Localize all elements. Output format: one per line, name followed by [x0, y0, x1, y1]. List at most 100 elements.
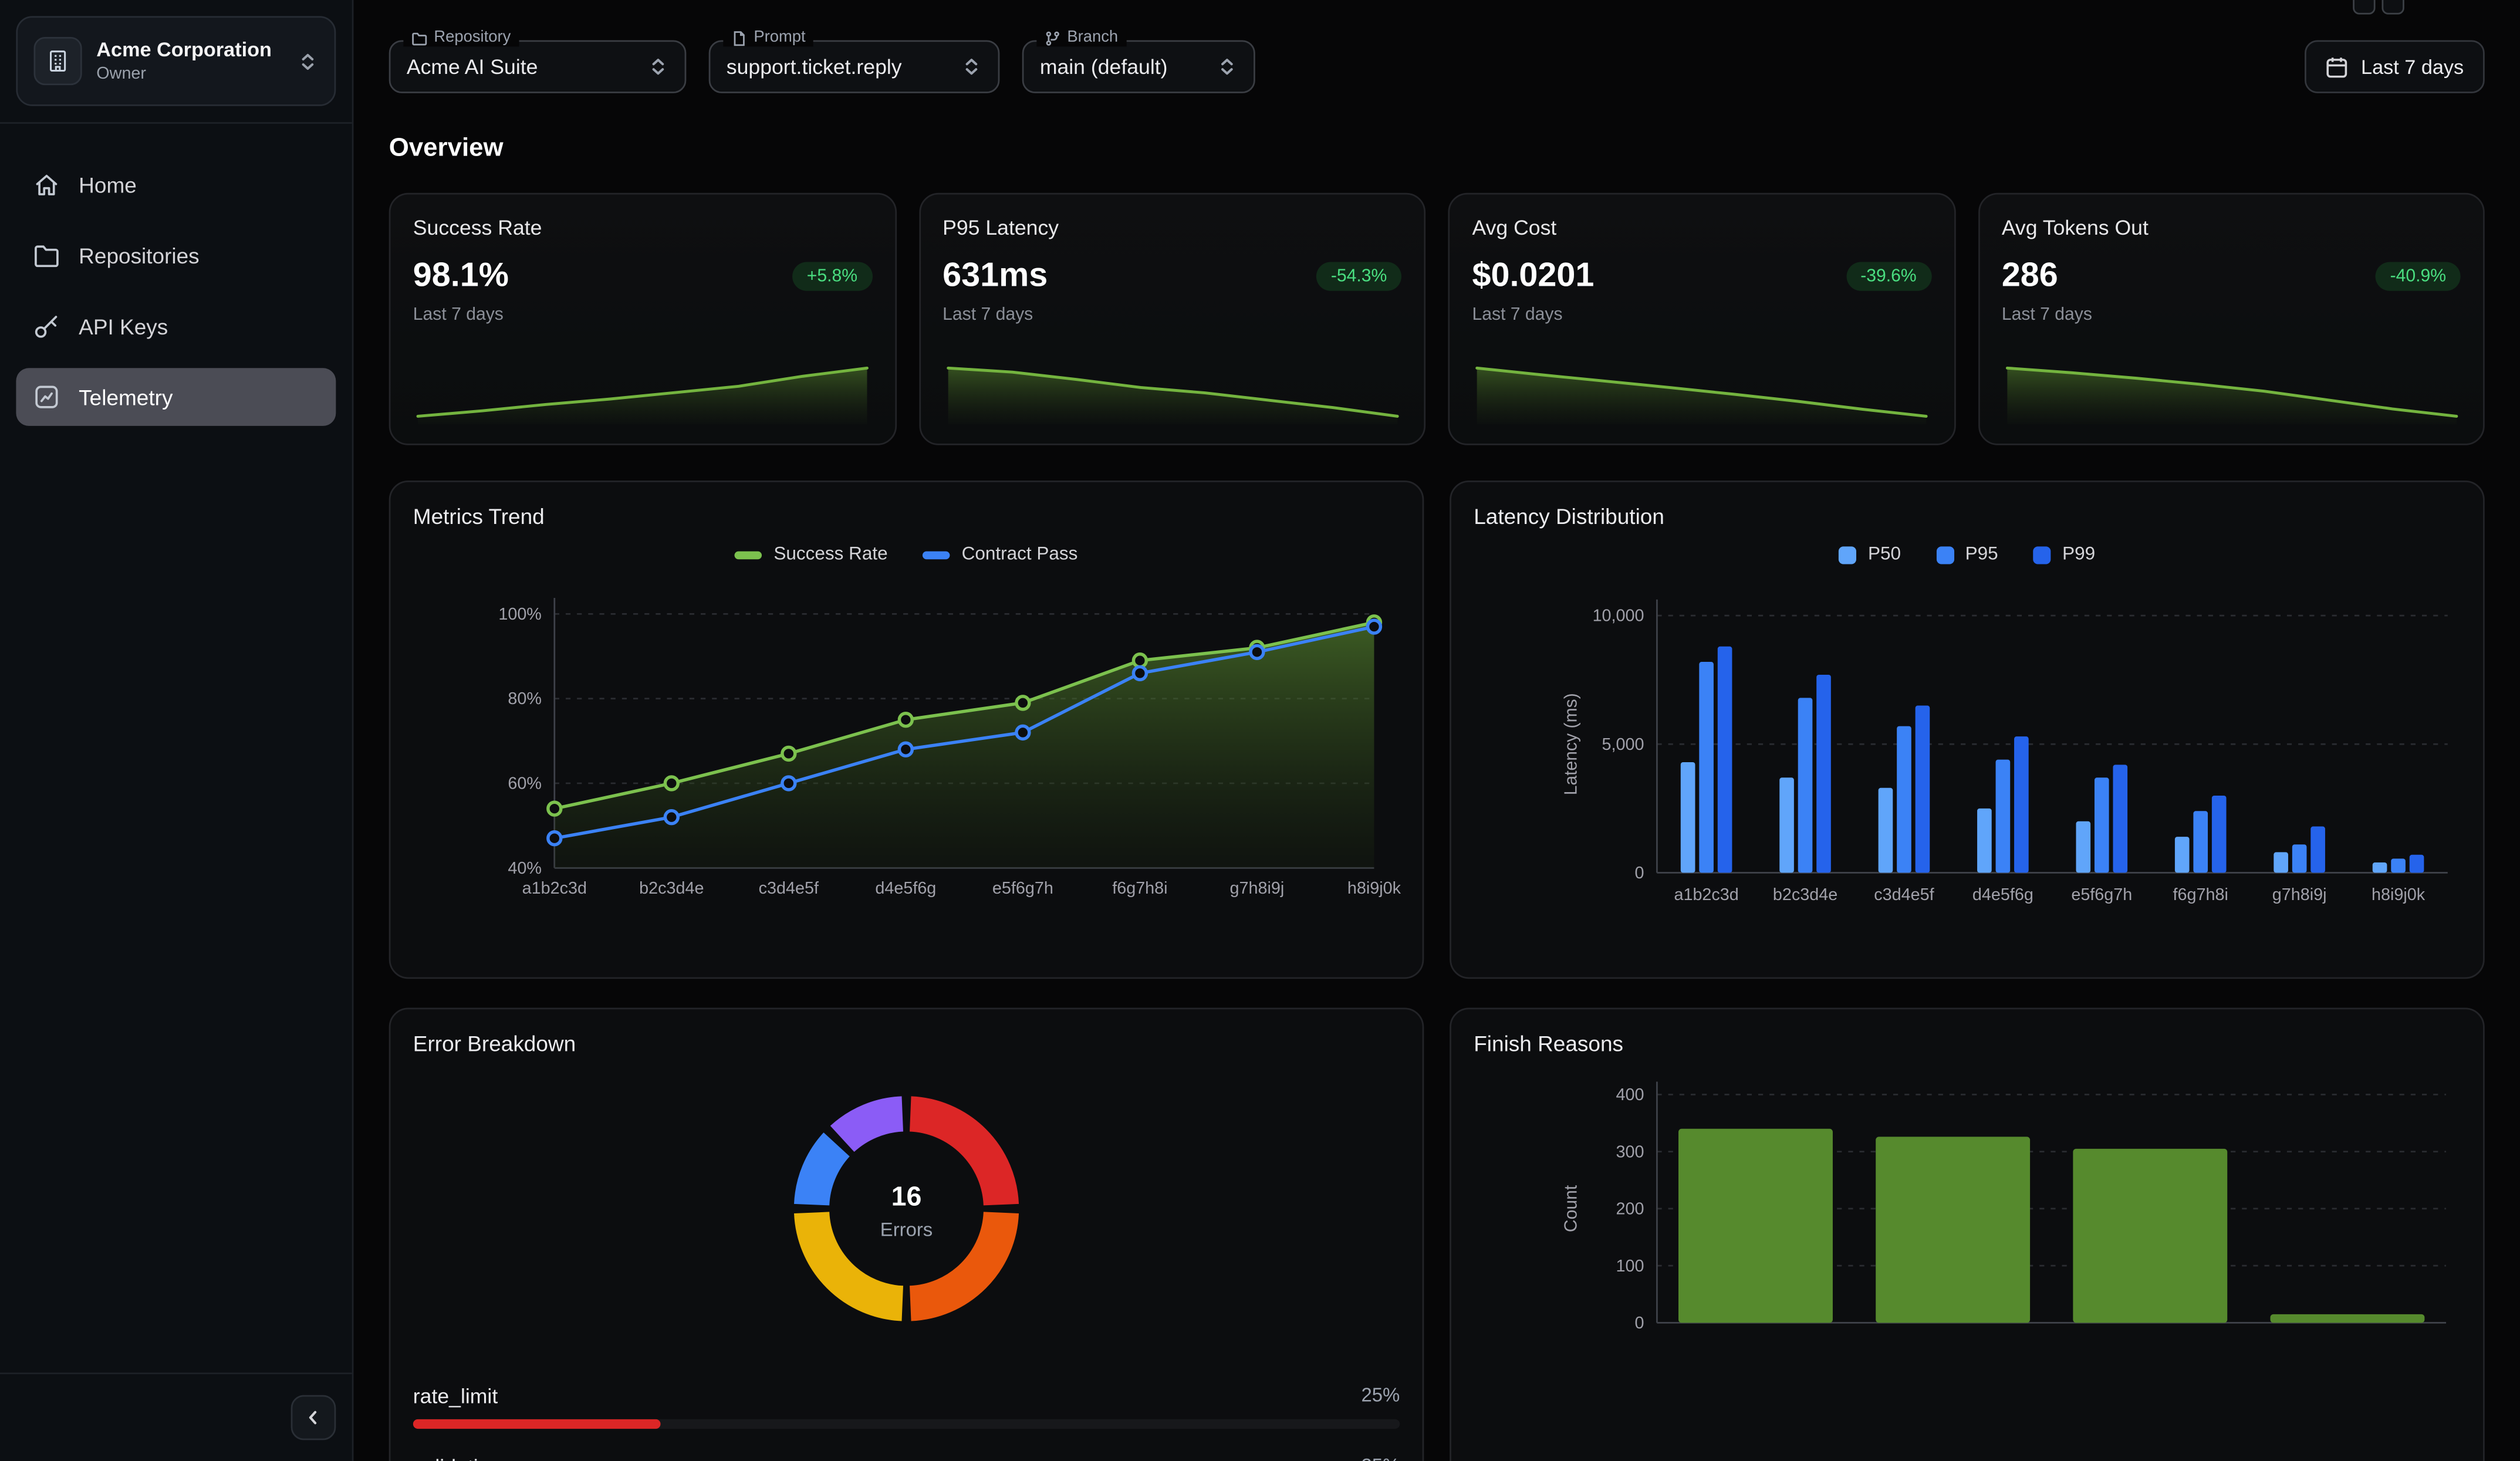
stat-value: 98.1% [413, 257, 509, 295]
filter-label-text: Repository [434, 29, 511, 47]
branch-select-value: main (default) [1039, 55, 1168, 79]
building-icon [33, 37, 82, 86]
chevron-updown-icon [965, 59, 978, 75]
chevron-updown-icon [652, 59, 664, 75]
svg-text:100%: 100% [498, 605, 542, 624]
error-label: rate_limit [413, 1384, 498, 1408]
repository-select-label: Repository [403, 29, 519, 47]
main-content: Repository Acme AI Suite Prompt support.… [353, 0, 2520, 1461]
sidebar-item-label: Repositories [79, 243, 200, 268]
svg-text:a1b2c3d: a1b2c3d [1674, 885, 1738, 904]
svg-text:f6g7h8i: f6g7h8i [2173, 885, 2228, 904]
window-control-button[interactable] [2353, 0, 2376, 15]
page-title: Overview [389, 135, 504, 163]
svg-text:0: 0 [1635, 864, 1644, 882]
stat-value: 286 [2001, 257, 2058, 295]
svg-text:d4e5f6g: d4e5f6g [875, 879, 936, 898]
svg-text:10,000: 10,000 [1593, 607, 1644, 625]
svg-text:h8i9j0k: h8i9j0k [2372, 885, 2426, 904]
stat-delta-badge: -40.9% [2375, 262, 2461, 291]
legend-swatch [1839, 545, 1857, 564]
sidebar-item-home[interactable]: Home [16, 156, 336, 214]
filter-label-text: Prompt [754, 29, 806, 47]
chevron-updown-icon [298, 50, 319, 72]
metrics-trend-panel: Metrics Trend Success Rate Contract Pass … [389, 481, 1424, 979]
prompt-select-label: Prompt [723, 29, 814, 47]
svg-text:60%: 60% [508, 775, 542, 793]
stat-title: Avg Tokens Out [2001, 215, 2149, 240]
svg-text:d4e5f6g: d4e5f6g [1972, 885, 2033, 904]
panel-title: Finish Reasons [1474, 1032, 1624, 1056]
svg-text:Errors: Errors [880, 1218, 933, 1240]
stat-period: Last 7 days [2001, 305, 2092, 325]
sidebar-item-telemetry[interactable]: Telemetry [16, 368, 336, 426]
file-icon [734, 31, 745, 46]
svg-text:80%: 80% [508, 689, 542, 708]
org-role: Owner [96, 64, 147, 84]
svg-text:e5f6g7h: e5f6g7h [992, 879, 1053, 898]
legend-label: P99 [2062, 545, 2096, 564]
window-control-button[interactable] [2381, 0, 2404, 15]
error-label: validation [413, 1455, 501, 1461]
date-range-label: Last 7 days [2361, 55, 2464, 78]
branch-select[interactable]: Branch main (default) [1022, 30, 1255, 93]
panel-title: Metrics Trend [413, 505, 545, 529]
stat-card-avg-tokens-out: Avg Tokens Out 286 -40.9% Last 7 days [1977, 192, 2485, 445]
sidebar-footer [0, 1372, 352, 1461]
metrics-trend-legend: Success Rate Contract Pass [413, 545, 1400, 564]
charts-row-1: Metrics Trend Success Rate Contract Pass … [389, 481, 2485, 979]
org-switcher[interactable]: Acme Corporation Owner [16, 16, 336, 106]
sidebar-item-api-keys[interactable]: API Keys [16, 297, 336, 356]
chart-icon [32, 383, 61, 411]
filter-label-text: Branch [1067, 29, 1119, 47]
stat-sparkline [1475, 366, 1928, 425]
stat-period: Last 7 days [1472, 305, 1563, 325]
stat-title: P95 Latency [943, 215, 1059, 240]
svg-text:f6g7h8i: f6g7h8i [1112, 879, 1167, 898]
legend-item-p95: P95 [1936, 545, 1998, 564]
svg-text:300: 300 [1616, 1142, 1644, 1161]
sidebar-item-label: Telemetry [79, 385, 173, 410]
stat-title: Success Rate [413, 215, 542, 240]
panel-title: Error Breakdown [413, 1032, 576, 1056]
branch-select-label: Branch [1036, 29, 1126, 47]
stat-sparkline [416, 366, 869, 425]
panel-title: Latency Distribution [1474, 505, 1664, 529]
key-icon [32, 312, 61, 340]
svg-text:g7h8i9j: g7h8i9j [1230, 879, 1285, 898]
svg-text:16: 16 [891, 1181, 922, 1211]
svg-text:Latency (ms): Latency (ms) [1561, 693, 1580, 795]
repository-select[interactable]: Repository Acme AI Suite [389, 30, 687, 93]
folder-icon [32, 241, 61, 270]
sidebar-item-label: Home [79, 173, 137, 197]
stat-card-success-rate: Success Rate 98.1% +5.8% Last 7 days [389, 192, 896, 445]
charts-row-2: Error Breakdown 16 Errors rate_limit25%va… [389, 1007, 2485, 1461]
latency-distribution-panel: Latency Distribution P50 P95 P99 0 5,000 10,… [1450, 481, 2485, 979]
finish-reasons-chart: 0 100 200 300 400 Count [1561, 1081, 2447, 1333]
error-row-validation: validation 25% [413, 1455, 1400, 1461]
legend-item-p99: P99 [2033, 545, 2095, 564]
prompt-select[interactable]: Prompt support.ticket.reply [708, 30, 1000, 93]
stat-sparkline [945, 366, 1399, 425]
svg-text:Count: Count [1561, 1185, 1580, 1232]
error-list: rate_limit 25% validation 25% [413, 1384, 1400, 1461]
org-name: Acme Corporation [96, 38, 272, 62]
repository-select-value: Acme AI Suite [406, 55, 538, 79]
home-icon [32, 170, 61, 199]
svg-text:c3d4e5f: c3d4e5f [759, 879, 819, 898]
legend-label: P50 [1867, 545, 1901, 564]
prompt-select-value: support.ticket.reply [726, 55, 902, 79]
filter-bar: Repository Acme AI Suite Prompt support.… [389, 30, 2485, 93]
sidebar-item-repositories[interactable]: Repositories [16, 226, 336, 285]
sidebar: Acme Corporation Owner Home Repositories A… [0, 0, 354, 1461]
collapse-sidebar-button[interactable] [290, 1395, 336, 1440]
svg-text:a1b2c3d: a1b2c3d [522, 879, 587, 898]
chevron-left-icon [309, 1411, 317, 1425]
legend-swatch [1936, 545, 1954, 564]
stat-card-p95-latency: P95 Latency 631ms -54.3% Last 7 days [918, 192, 1426, 445]
legend-item-success-rate: Success Rate [735, 545, 888, 564]
error-bar-fill [413, 1419, 660, 1429]
date-range-button[interactable]: Last 7 days [2305, 40, 2485, 93]
chevron-updown-icon [1221, 59, 1233, 75]
